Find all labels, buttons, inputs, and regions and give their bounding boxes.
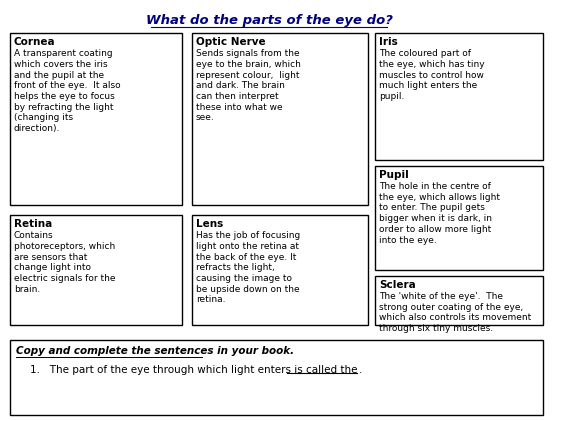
Text: Iris: Iris [379,37,398,47]
Bar [192,33,368,205]
Text: .: . [358,365,362,375]
Text: Has the job of focusing
light onto the retina at
the back of the eye. It
refract: Has the job of focusing light onto the r… [196,231,300,304]
Bar [375,33,543,160]
Text: Cornea: Cornea [14,37,56,47]
Text: Retina: Retina [14,219,52,229]
Text: Pupil: Pupil [379,170,409,180]
Bar [375,276,543,325]
Bar [192,215,368,325]
Text: A transparent coating
which covers the iris
and the pupil at the
front of the ey: A transparent coating which covers the i… [14,49,121,133]
Bar [10,215,182,325]
Bar [10,340,543,415]
Bar [375,166,543,270]
Text: Lens: Lens [196,219,223,229]
Text: Contains
photoreceptors, which
are sensors that
change light into
electric signa: Contains photoreceptors, which are senso… [14,231,116,294]
Text: The 'white of the eye'.  The
strong outer coating of the eye,
which also control: The 'white of the eye'. The strong outer… [379,292,531,333]
Bar [10,33,182,205]
Text: The coloured part of
the eye, which has tiny
muscles to control how
much light e: The coloured part of the eye, which has … [379,49,485,101]
Text: Copy and complete the sentences in your book.: Copy and complete the sentences in your … [16,346,294,356]
Text: Sclera: Sclera [379,280,416,290]
Text: Optic Nerve: Optic Nerve [196,37,265,47]
Text: What do the parts of the eye do?: What do the parts of the eye do? [146,14,393,27]
Text: The hole in the centre of
the eye, which allows light
to enter. The pupil gets
b: The hole in the centre of the eye, which… [379,182,500,245]
Text: 1.   The part of the eye through which light enters is called the: 1. The part of the eye through which lig… [30,365,361,375]
Text: Sends signals from the
eye to the brain, which
represent colour,  light
and dark: Sends signals from the eye to the brain,… [196,49,301,123]
